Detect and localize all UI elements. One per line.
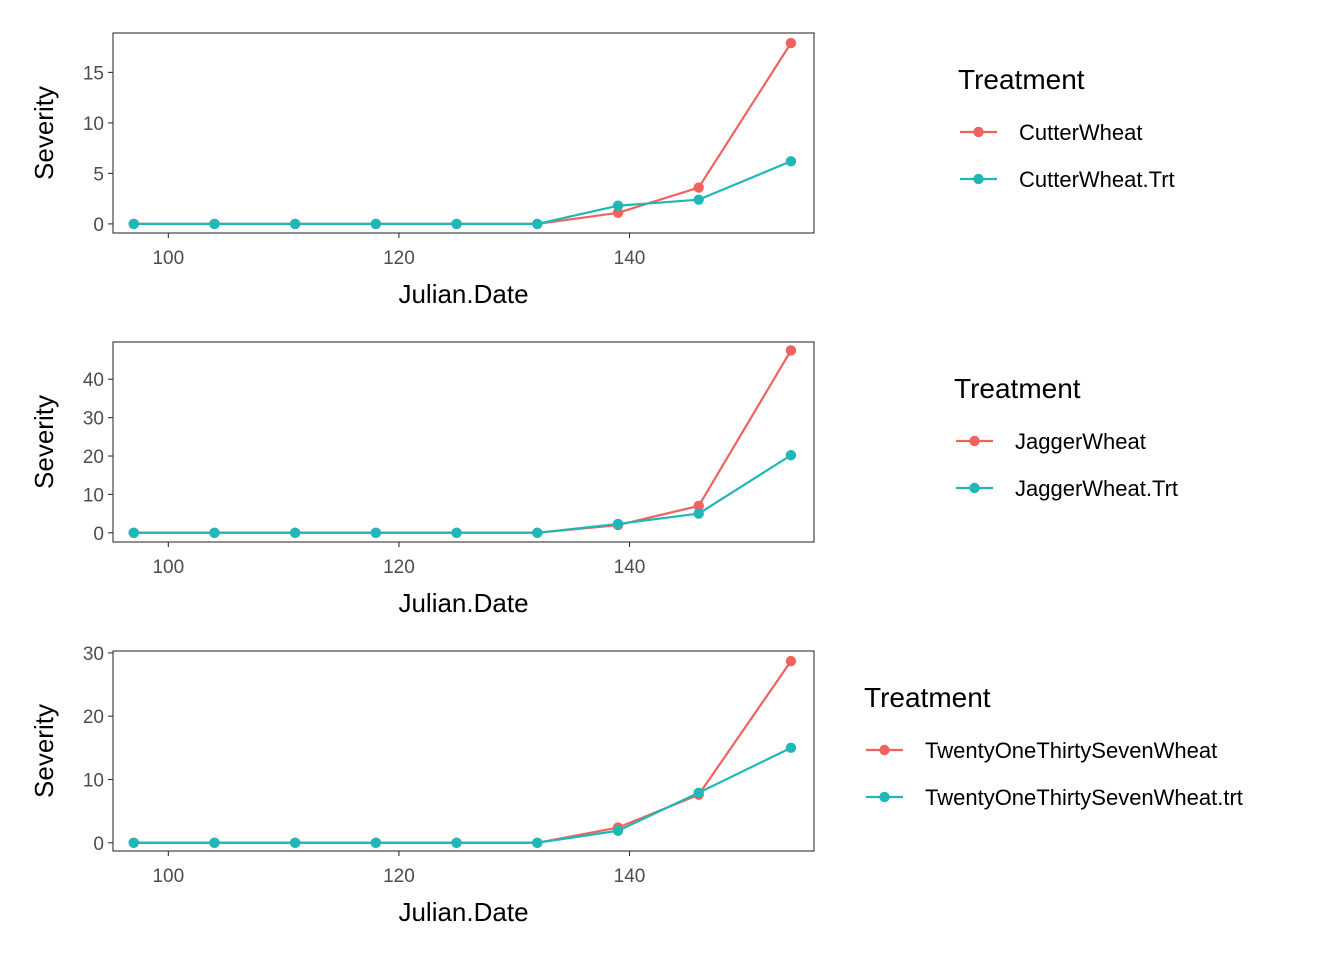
y-tick-label: 30 (83, 409, 104, 430)
data-point (289, 218, 301, 230)
legend-key-point (973, 173, 984, 185)
legend: Treatment JaggerWheat JaggerWheat.Trt (954, 373, 1178, 501)
data-point (532, 837, 543, 848)
data-point (785, 742, 797, 754)
plot-panel-border (112, 341, 815, 543)
legend-title: Treatment (864, 682, 991, 713)
series-line-1 (133, 660, 792, 844)
y-tick-label: 10 (83, 114, 104, 135)
data-point (370, 837, 382, 848)
y-tick-label: 5 (93, 164, 104, 185)
x-tick-label: 120 (383, 557, 415, 578)
data-point (532, 218, 543, 230)
data-point (451, 837, 462, 848)
data-point (612, 518, 624, 530)
y-tick-label: 0 (93, 215, 104, 236)
data-point (370, 218, 382, 230)
data-point (612, 825, 624, 836)
x-tick-label: 120 (383, 248, 415, 269)
legend-label: TwentyOneThirtySevenWheat (925, 738, 1217, 763)
series-line-2 (133, 746, 792, 844)
x-axis-title: Julian.Date (398, 588, 528, 618)
data-point (532, 527, 543, 538)
x-tick-label: 100 (152, 248, 184, 269)
legend-label: CutterWheat (1019, 120, 1143, 145)
data-point (451, 218, 462, 230)
data-point (785, 450, 797, 461)
legend-key-point (969, 482, 980, 494)
x-tick-label: 100 (152, 557, 184, 578)
y-tick-label: 0 (93, 524, 104, 545)
data-point (693, 500, 704, 512)
data-point (785, 37, 797, 49)
data-point (785, 345, 797, 356)
data-point (693, 182, 704, 193)
chart-panel-2: 0 10 20 30 40 100 120 140 Julian.Date Severity Tre… (29, 341, 1178, 618)
data-point (209, 527, 220, 538)
y-tick-label: 0 (93, 834, 104, 855)
data-point (693, 508, 704, 519)
y-tick-label: 20 (83, 447, 104, 468)
y-tick-label: 30 (83, 644, 104, 665)
y-tick-label: 10 (83, 770, 104, 791)
y-axis-title: Severity (29, 704, 59, 798)
y-tick-label: 40 (83, 370, 104, 391)
series-line-2 (133, 454, 792, 534)
y-tick-label: 15 (83, 63, 104, 84)
x-tick-label: 120 (383, 866, 415, 887)
legend-key-point (973, 126, 984, 138)
y-tick-label: 20 (83, 707, 104, 728)
plot-panel-border (112, 32, 815, 234)
y-axis-title: Severity (29, 86, 59, 180)
x-tick-label: 140 (614, 866, 646, 887)
data-point (693, 194, 704, 205)
legend-title: Treatment (958, 64, 1085, 95)
data-point (612, 200, 624, 211)
legend-key-point (969, 435, 980, 447)
data-point (209, 218, 220, 230)
legend: Treatment CutterWheat CutterWheat.Trt (958, 64, 1175, 192)
chart-panel-1: 0 5 10 15 100 120 140 Julian.Date Severity Treatm… (29, 32, 1175, 309)
x-tick-label: 140 (614, 248, 646, 269)
series-line-1 (133, 349, 792, 534)
data-point (289, 527, 301, 538)
data-point (693, 787, 704, 798)
chart-panel-3: 0 10 20 30 100 120 140 Julian.Date Severity Treat… (29, 644, 1243, 927)
legend-key-point (879, 744, 890, 756)
legend-key-point (879, 791, 890, 803)
data-point (209, 837, 220, 848)
legend-label: JaggerWheat (1015, 429, 1146, 454)
x-axis-title: Julian.Date (398, 279, 528, 309)
data-point (451, 527, 462, 538)
legend-label: JaggerWheat.Trt (1015, 476, 1178, 501)
x-tick-label: 140 (614, 557, 646, 578)
data-point (370, 527, 382, 538)
data-point (128, 527, 139, 538)
data-point (128, 218, 139, 230)
data-point (128, 837, 139, 848)
data-point (785, 655, 797, 667)
legend: Treatment TwentyOneThirtySevenWheat Twenty… (864, 682, 1243, 810)
plot-panel-border (112, 650, 815, 852)
series-line-2 (133, 160, 792, 226)
legend-title: Treatment (954, 373, 1081, 404)
data-point (785, 156, 797, 167)
legend-label: TwentyOneThirtySevenWheat.trt (925, 785, 1243, 810)
y-tick-label: 10 (83, 485, 104, 506)
x-tick-label: 100 (152, 866, 184, 887)
legend-label: CutterWheat.Trt (1019, 167, 1175, 192)
y-axis-title: Severity (29, 395, 59, 489)
data-point (289, 837, 301, 848)
series-line-1 (133, 42, 792, 226)
x-axis-title: Julian.Date (398, 897, 528, 927)
